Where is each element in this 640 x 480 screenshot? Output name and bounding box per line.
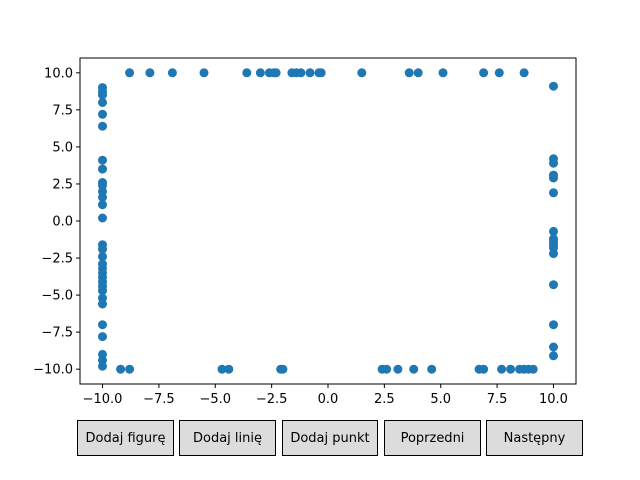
data-point xyxy=(413,68,423,78)
data-point xyxy=(393,364,403,374)
data-point xyxy=(125,364,135,374)
data-point xyxy=(549,342,558,352)
data-point xyxy=(549,249,558,259)
scatter-points xyxy=(98,68,558,374)
data-point xyxy=(409,364,419,374)
data-point xyxy=(404,68,414,78)
data-point xyxy=(549,226,558,236)
data-point xyxy=(438,68,448,78)
x-tick-label: 2.5 xyxy=(374,392,395,407)
data-point xyxy=(549,280,558,290)
data-point xyxy=(145,68,155,78)
x-tick-label: −10.0 xyxy=(83,392,123,407)
data-point xyxy=(217,364,227,374)
y-tick-label: 0.0 xyxy=(52,215,73,230)
data-point xyxy=(98,90,107,100)
data-point xyxy=(519,68,529,78)
data-point xyxy=(427,364,437,374)
next-button[interactable]: Następny xyxy=(486,420,583,456)
plot-area xyxy=(80,58,576,384)
add-line-button[interactable]: Dodaj linię xyxy=(179,420,276,456)
x-axis: −10.0 −7.5 −5.0 −2.5 0.0 2.5 5.0 7.5 10.0 xyxy=(83,384,568,407)
data-point xyxy=(98,200,107,210)
data-point xyxy=(116,364,126,374)
x-tick-label: 0.0 xyxy=(318,392,339,407)
previous-button[interactable]: Poprzedni xyxy=(384,420,481,456)
y-tick-label: 5.0 xyxy=(52,140,73,155)
data-point xyxy=(98,361,107,371)
data-point xyxy=(549,188,558,198)
data-point xyxy=(549,158,558,168)
data-point xyxy=(98,299,107,309)
y-tick-label: −10.0 xyxy=(33,363,73,378)
data-point xyxy=(224,364,234,374)
add-point-button[interactable]: Dodaj punkt xyxy=(282,420,378,456)
data-point xyxy=(199,68,209,78)
y-tick-label: −5.0 xyxy=(41,289,73,304)
data-point xyxy=(549,320,558,330)
data-point xyxy=(494,68,504,78)
x-tick-label: −2.5 xyxy=(256,392,288,407)
data-point xyxy=(278,364,288,374)
add-figure-button[interactable]: Dodaj figurę xyxy=(77,420,174,456)
data-point xyxy=(98,109,107,119)
data-point xyxy=(255,68,265,78)
data-point xyxy=(479,364,489,374)
data-point xyxy=(98,320,107,330)
data-point xyxy=(271,68,281,78)
data-point xyxy=(549,81,558,91)
data-point xyxy=(167,68,177,78)
data-point xyxy=(98,286,107,296)
y-tick-label: −2.5 xyxy=(41,252,73,267)
y-tick-label: −7.5 xyxy=(41,326,73,341)
data-point xyxy=(479,68,489,78)
y-tick-label: 2.5 xyxy=(52,177,73,192)
y-tick-label: 10.0 xyxy=(44,66,73,81)
data-point xyxy=(98,213,107,223)
x-tick-label: −5.0 xyxy=(199,392,231,407)
data-point xyxy=(242,68,252,78)
data-point xyxy=(98,332,107,342)
x-tick-label: 7.5 xyxy=(487,392,508,407)
data-point xyxy=(98,192,107,202)
data-point xyxy=(497,364,507,374)
data-point xyxy=(125,68,135,78)
x-tick-label: −7.5 xyxy=(143,392,175,407)
data-point xyxy=(549,351,558,361)
data-point xyxy=(98,164,107,174)
data-point xyxy=(528,364,538,374)
data-point xyxy=(296,68,306,78)
data-point xyxy=(382,364,392,374)
data-point xyxy=(98,252,107,262)
y-tick-label: 7.5 xyxy=(52,103,73,118)
data-point xyxy=(98,98,107,107)
data-point xyxy=(98,244,107,254)
data-point xyxy=(98,121,107,131)
data-point xyxy=(506,364,516,374)
data-point xyxy=(316,68,326,78)
data-point xyxy=(98,155,107,165)
data-point xyxy=(357,68,367,78)
y-axis: 10.0 7.5 5.0 2.5 0.0 −2.5 −5.0 −7.5 −10.0 xyxy=(33,66,80,378)
x-tick-label: 5.0 xyxy=(430,392,451,407)
data-point xyxy=(305,68,315,78)
data-point xyxy=(549,173,558,183)
x-tick-label: 10.0 xyxy=(539,392,568,407)
